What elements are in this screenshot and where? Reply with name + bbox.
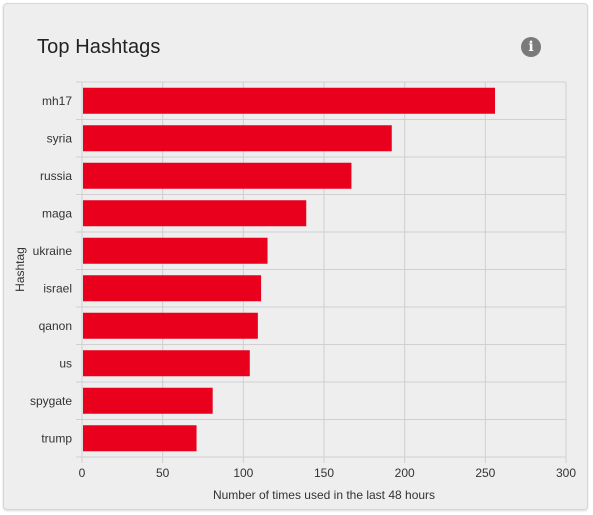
x-tick-label: 150 [314, 466, 334, 480]
bar-qanon[interactable] [83, 312, 258, 339]
x-tick-label: 50 [156, 466, 170, 480]
y-axis-title: Hashtag [13, 247, 27, 292]
bar-syria[interactable] [83, 125, 392, 152]
y-tick-label: us [59, 356, 72, 370]
bar-russia[interactable] [83, 162, 352, 189]
x-tick-label: 200 [395, 466, 415, 480]
bar-ukraine[interactable] [83, 237, 268, 264]
bar-mh17[interactable] [83, 87, 496, 114]
bar-us[interactable] [83, 350, 250, 377]
x-tick-label: 100 [233, 466, 253, 480]
x-tick-label: 300 [556, 466, 576, 480]
y-tick-label: maga [42, 206, 72, 220]
bar-spygate[interactable] [83, 387, 213, 414]
bar-maga[interactable] [83, 200, 307, 227]
bar-trump[interactable] [83, 425, 197, 452]
x-tick-label: 250 [475, 466, 495, 480]
y-tick-label: qanon [39, 319, 72, 333]
y-tick-label: ukraine [33, 244, 73, 258]
y-tick-label: trump [41, 431, 72, 445]
y-tick-label: russia [40, 169, 72, 183]
y-axis-ticks: mh17 syria russia maga ukraine israel qanon us s… [30, 94, 72, 446]
y-tick-label: israel [43, 281, 72, 295]
x-axis-title: Number of times used in the last 48 hour… [213, 488, 435, 502]
y-tick-label: mh17 [42, 94, 72, 108]
chart-bars [83, 87, 496, 452]
bar-israel[interactable] [83, 275, 262, 302]
y-tick-label: syria [47, 131, 73, 145]
info-icon[interactable]: i [521, 37, 541, 57]
card-title: Top Hashtags [37, 36, 161, 58]
x-tick-label: 0 [79, 466, 86, 480]
x-axis-ticks: 0 50 100 150 200 250 300 [79, 466, 577, 480]
y-tick-label: spygate [30, 394, 72, 408]
